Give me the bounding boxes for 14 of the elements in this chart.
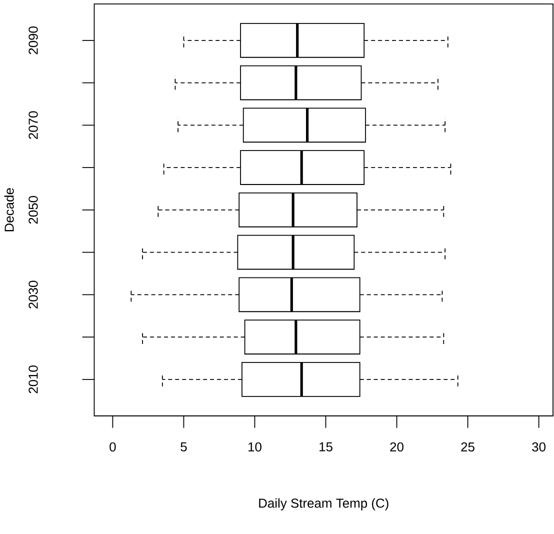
y-axis-title: Decade (4, 188, 14, 232)
y-tick-label: 2070 (28, 111, 38, 140)
x-axis-title: Daily Stream Temp (C) (259, 498, 388, 511)
x-tick-label: 30 (532, 442, 546, 452)
y-tick-label: 2030 (28, 280, 38, 309)
x-tick-label: 20 (390, 442, 404, 452)
y-tick-label: 2090 (28, 26, 38, 54)
x-tick-label: 0 (110, 442, 116, 452)
x-tick-label: 15 (320, 442, 332, 452)
x-tick-label: 25 (461, 442, 474, 452)
y-tick-label: 2050 (28, 196, 38, 224)
y-tick-label: 2010 (28, 366, 38, 394)
x-tick-label: 10 (248, 442, 262, 452)
x-tick-label: 5 (180, 442, 187, 452)
